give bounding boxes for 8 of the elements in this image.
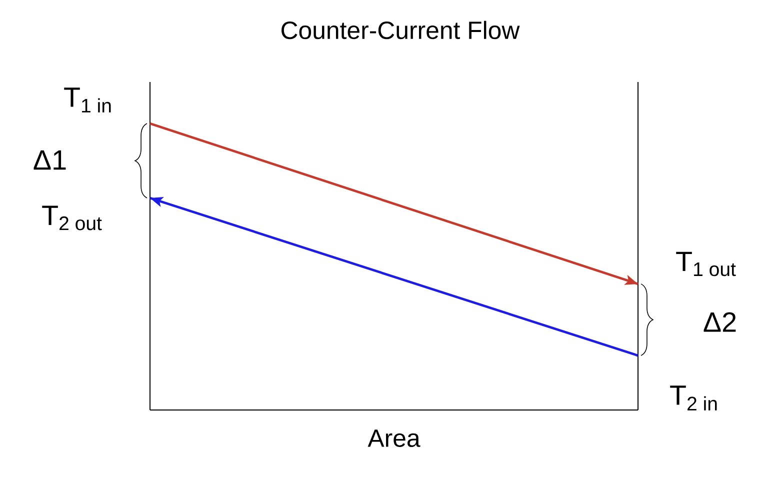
annotation: T$_{2 in}$: [670, 386, 717, 410]
annotation: Δ1: [34, 150, 66, 170]
annotation: T$_{1 out}$: [676, 252, 736, 276]
chart-title: Counter-Current Flow: [282, 20, 520, 40]
annotation: Δ2: [704, 312, 736, 332]
x-axis-title: Area: [368, 430, 420, 448]
text: T$_{1 in}$: [64, 88, 111, 112]
annotation: T$_{2 out}$: [42, 206, 102, 230]
